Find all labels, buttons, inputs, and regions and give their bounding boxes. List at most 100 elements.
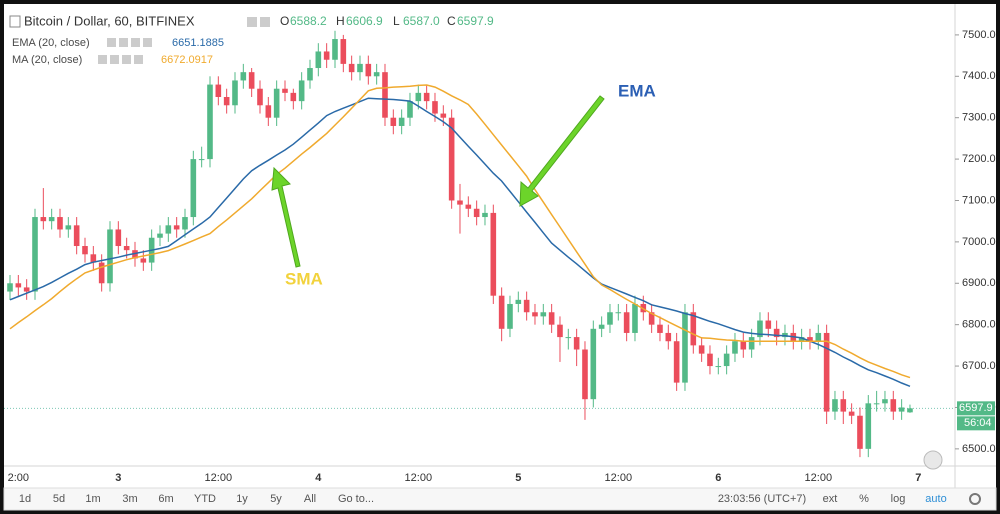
- range-button[interactable]: 1y: [236, 493, 248, 505]
- candle-body: [173, 225, 180, 230]
- candle-body: [198, 159, 205, 161]
- candle-body: [573, 337, 580, 350]
- candle-body: [398, 117, 405, 126]
- candle-body: [757, 320, 763, 338]
- flag-icon[interactable]: [923, 450, 943, 470]
- candle-body: [57, 217, 63, 230]
- candle-body: [548, 312, 555, 325]
- annotation: SMA: [285, 269, 323, 288]
- option-button[interactable]: auto: [925, 493, 946, 505]
- symbol-icon[interactable]: [9, 15, 21, 28]
- candle-body: [390, 117, 397, 126]
- range-button[interactable]: 5y: [270, 493, 282, 505]
- last-price-label: 6597.9: [959, 402, 993, 414]
- arrow: [519, 95, 605, 207]
- range-button[interactable]: 3m: [122, 493, 137, 505]
- candle-body: [882, 399, 888, 404]
- candle-body: [65, 225, 72, 230]
- annotation: EMA: [618, 81, 656, 100]
- plot: [4, 30, 955, 458]
- option-button[interactable]: %: [859, 493, 869, 505]
- price-badge: [957, 401, 995, 416]
- candle-body: [623, 312, 630, 333]
- x-tick-label: 5: [515, 472, 521, 484]
- range-button[interactable]: 1m: [85, 493, 100, 505]
- candle-body: [507, 303, 513, 329]
- candle-body: [340, 39, 347, 64]
- range-button[interactable]: 1d: [19, 493, 31, 505]
- candle-body: [673, 341, 680, 383]
- candle-body: [365, 63, 372, 77]
- y-tick-label: 6700.0: [962, 360, 996, 372]
- candle-body: [698, 345, 705, 354]
- candle-body: [448, 117, 455, 201]
- candle-body: [732, 341, 738, 354]
- candle-body: [32, 217, 38, 292]
- candle-body: [632, 303, 638, 333]
- candle-body: [907, 408, 913, 413]
- candle-body: [240, 72, 247, 81]
- candle-body: [282, 88, 288, 93]
- candle-body: [48, 217, 55, 222]
- y-tick-label: 7500.0: [962, 29, 996, 41]
- indicator-line: [9, 97, 911, 387]
- candle-body: [315, 51, 322, 69]
- candle-body: [423, 92, 430, 102]
- candle-body: [190, 159, 197, 218]
- range-button[interactable]: YTD: [194, 493, 216, 505]
- candle-body: [557, 324, 563, 338]
- x-tick-label: 2:00: [8, 472, 29, 484]
- candle-body: [765, 320, 772, 329]
- candle-body: [523, 299, 530, 313]
- x-tick-label: 4: [315, 472, 322, 484]
- candle-body: [223, 96, 230, 106]
- x-tick-label: 12:00: [205, 472, 233, 484]
- countdown-badge: [957, 416, 995, 431]
- arrow: [271, 166, 301, 268]
- range-button[interactable]: 5d: [53, 493, 65, 505]
- candle-body: [598, 324, 605, 329]
- x-tick-label: 12:00: [405, 472, 433, 484]
- candle-body: [290, 92, 297, 102]
- candle-body: [740, 341, 747, 350]
- candle-body: [890, 399, 897, 412]
- candle-body: [723, 353, 730, 367]
- indicator-line: [9, 84, 911, 379]
- candle-body: [207, 84, 213, 160]
- candle-body: [773, 328, 780, 338]
- candle-body: [40, 217, 47, 222]
- candle-body: [565, 337, 572, 339]
- candle-body: [748, 337, 755, 350]
- legend-value: 6651.1885: [172, 37, 224, 49]
- candle-body: [140, 258, 147, 263]
- candle-body: [665, 332, 672, 342]
- candle-body: [265, 105, 272, 118]
- x-tick-label: 6: [715, 472, 721, 484]
- candle-body: [607, 312, 613, 325]
- y-tick-label: 6900.0: [962, 277, 996, 289]
- candle-body: [707, 353, 713, 367]
- settings-icon[interactable]: [969, 493, 981, 505]
- candle-body: [515, 299, 522, 304]
- candle-body: [257, 88, 263, 106]
- countdown: 56:04: [964, 417, 992, 429]
- candle-body: [232, 80, 238, 106]
- candle-body: [832, 399, 838, 412]
- range-button[interactable]: Go to...: [338, 493, 374, 505]
- range-button[interactable]: 6m: [158, 493, 173, 505]
- candle-body: [332, 39, 338, 60]
- candle-body: [90, 254, 97, 263]
- x-tick-label: 3: [115, 472, 121, 484]
- candle-body: [248, 72, 255, 89]
- candle-body: [465, 204, 472, 209]
- range-button[interactable]: All: [304, 493, 316, 505]
- candle-body: [807, 337, 813, 342]
- option-button[interactable]: log: [891, 493, 906, 505]
- ohlc-letter: L: [393, 14, 400, 28]
- option-button[interactable]: ext: [823, 493, 838, 505]
- candle-body: [648, 312, 655, 325]
- y-tick-label: 6800.0: [962, 319, 996, 331]
- y-tick-label: 6500.0: [962, 443, 996, 455]
